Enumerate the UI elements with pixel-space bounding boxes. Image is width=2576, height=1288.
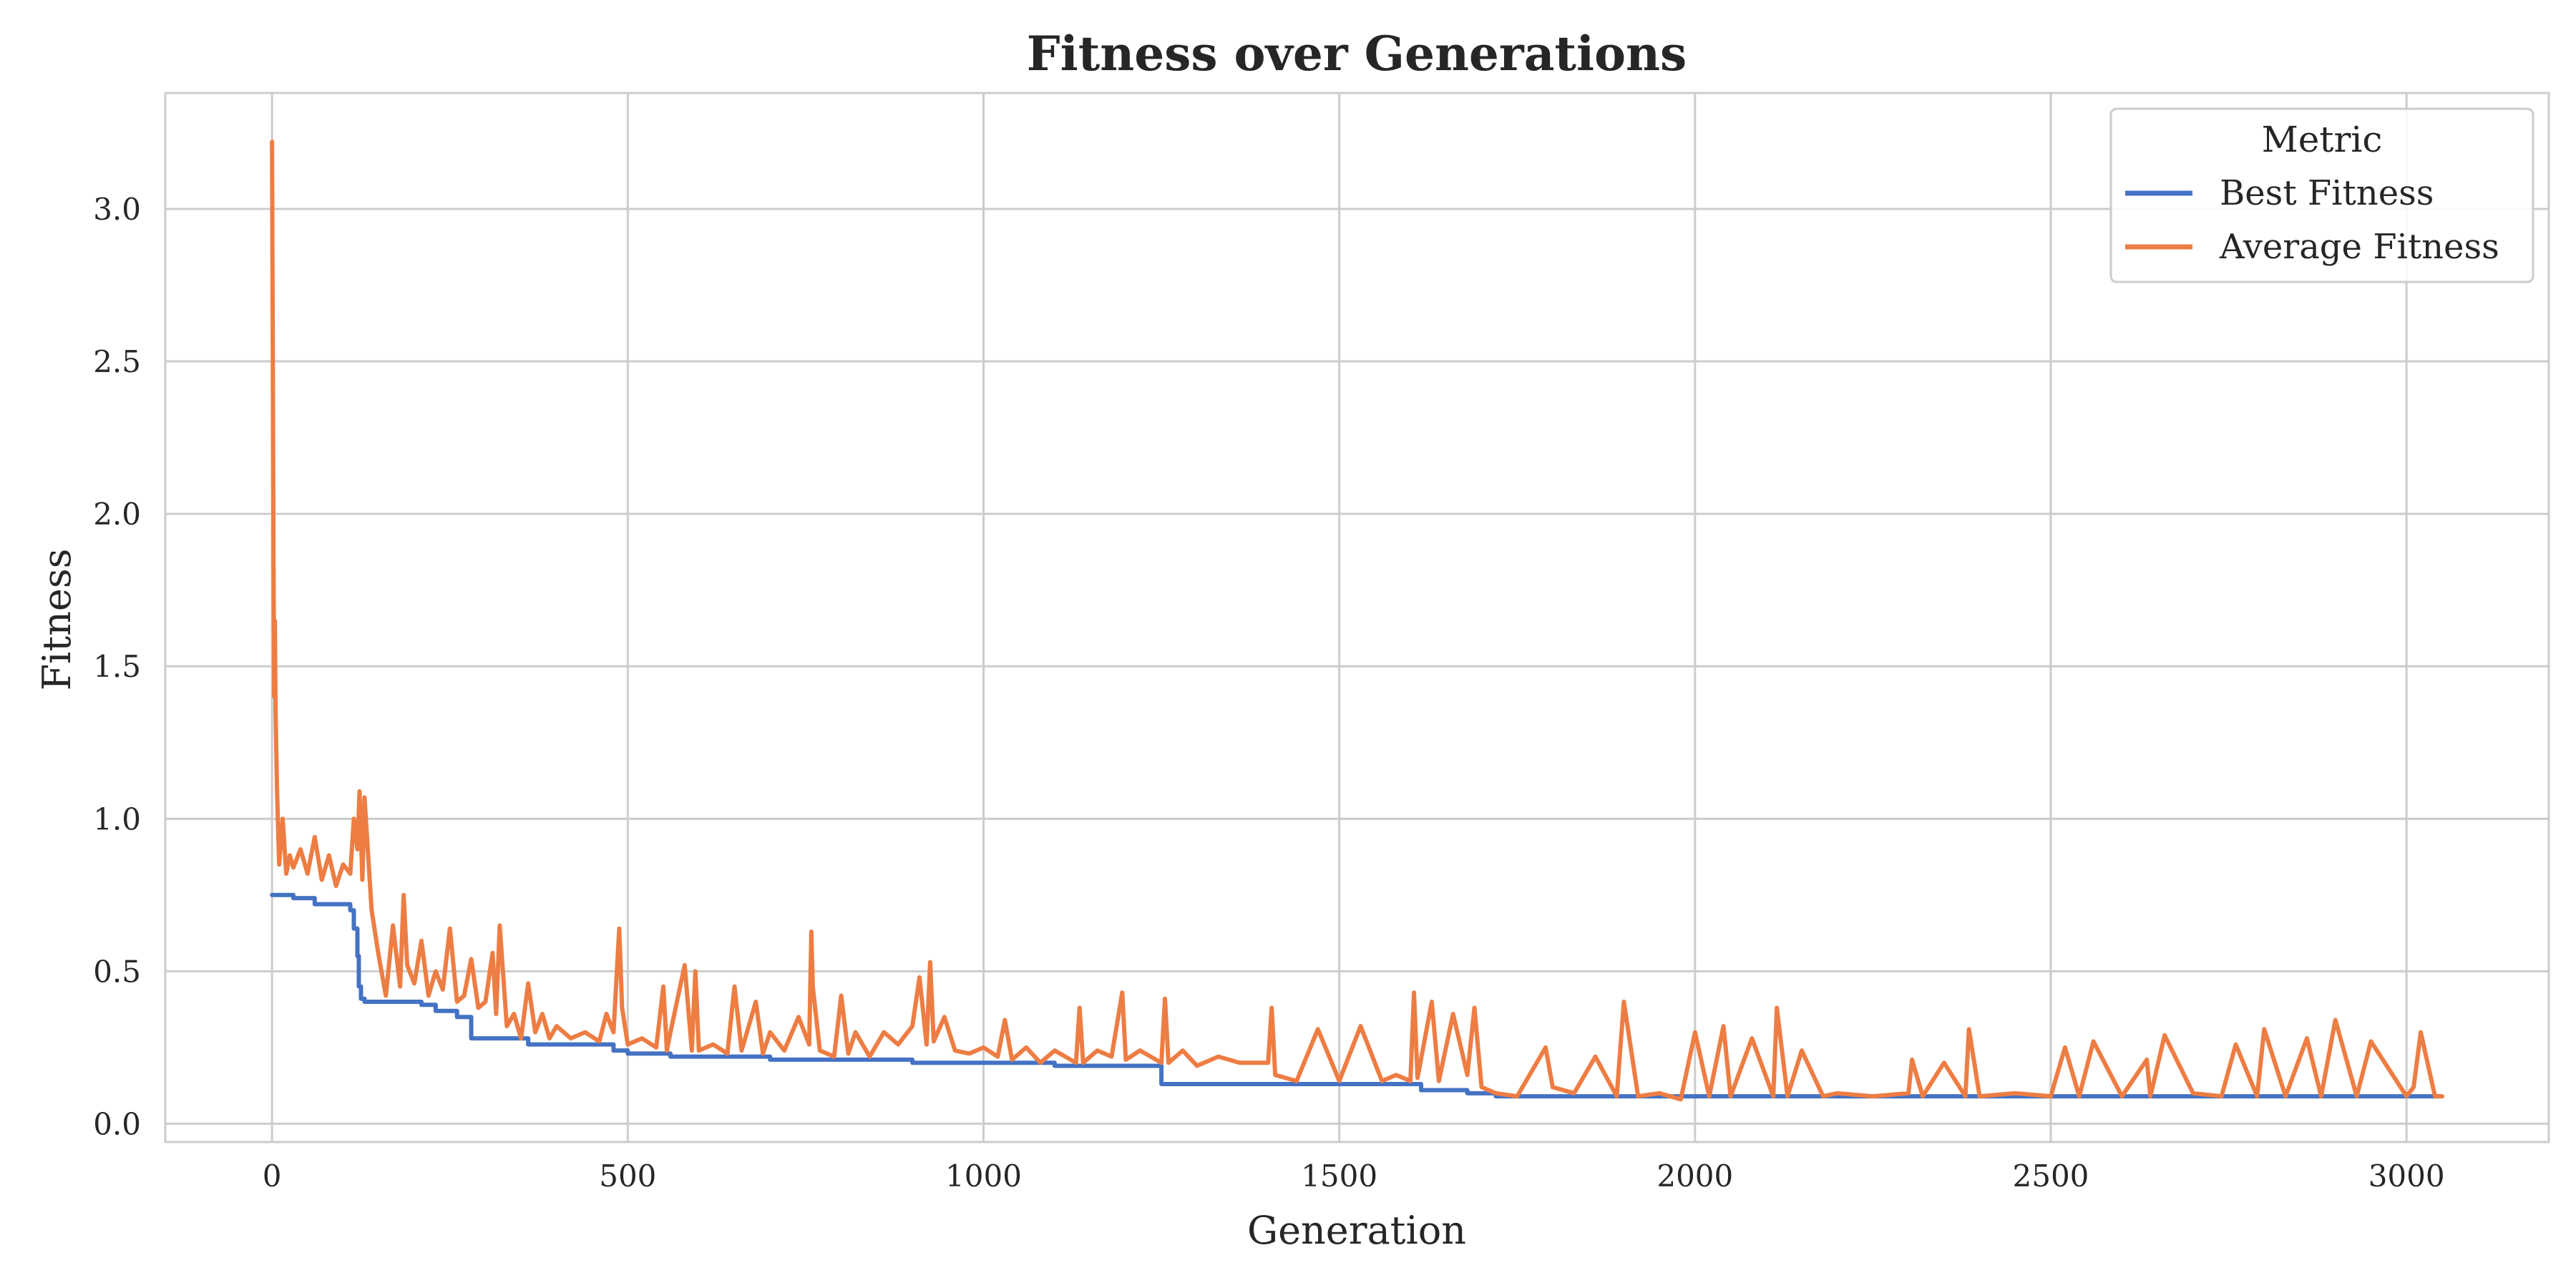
x-tick-label: 0: [263, 1158, 282, 1194]
x-axis-label: Generation: [1247, 1208, 1466, 1253]
series-line-best-fitness: [270, 892, 2444, 1099]
x-tick-label: 1500: [1301, 1158, 1377, 1194]
tick-labels: 0 500 1000 1500 2000 2500 3000 0.0 0.5 1.0 1.5 2.0 2…: [93, 192, 2444, 1194]
legend-label-average: Average Fitness: [2219, 227, 2499, 267]
y-axis-label: Fitness: [34, 549, 79, 691]
y-tick-label: 0.5: [93, 954, 141, 989]
series-line-average-fitness: [270, 140, 2444, 1102]
legend-box: [2109, 107, 2534, 283]
x-tick-label: 500: [599, 1158, 656, 1194]
y-tick-label: 0.0: [93, 1106, 141, 1141]
chart-title: Fitness over Generations: [1027, 26, 1687, 82]
plot-frame: [164, 92, 2550, 1143]
x-tick-label: 1000: [945, 1158, 1022, 1194]
x-tick-label: 2000: [1657, 1158, 1733, 1194]
y-tick-label: 2.0: [93, 497, 141, 532]
y-tick-label: 1.5: [93, 649, 141, 684]
y-tick-label: 1.0: [93, 801, 141, 836]
y-tick-label: 2.5: [93, 344, 141, 379]
legend-label-best: Best Fitness: [2220, 173, 2434, 213]
x-tick-label: 2500: [2013, 1158, 2089, 1194]
x-tick-label: 3000: [2368, 1158, 2445, 1194]
series-lines: [270, 140, 2444, 1102]
legend-title: Metric: [2262, 119, 2383, 160]
y-tick-label: 3.0: [93, 192, 141, 227]
legend: Metric Best Fitness Average Fitness: [2109, 107, 2534, 283]
